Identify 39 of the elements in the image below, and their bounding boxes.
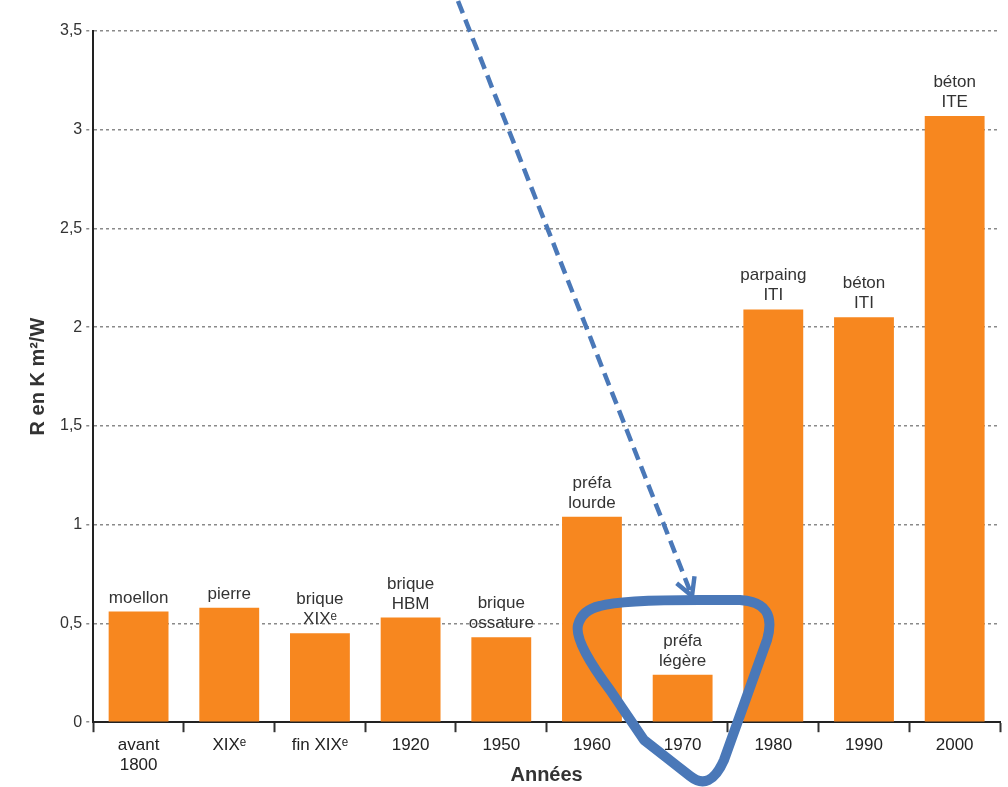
bar xyxy=(108,611,169,722)
bar xyxy=(290,633,350,722)
y-tick-label: 1 xyxy=(73,515,83,533)
x-axis-title: Années xyxy=(510,762,583,785)
annotation: béton ITI xyxy=(842,273,886,313)
x-tick-label: 1950 xyxy=(482,735,521,755)
x-tick-label: 1970 xyxy=(663,735,702,755)
annotation: préfa légère xyxy=(659,630,707,670)
x-tick-label: 2000 xyxy=(935,735,974,755)
y-tick-label: 2,5 xyxy=(59,218,83,236)
x-tick-label: 1980 xyxy=(754,735,793,755)
x-tick-label: 1990 xyxy=(845,735,883,755)
bar xyxy=(380,617,441,722)
bar xyxy=(924,115,985,722)
annotation: brique ossature xyxy=(468,593,534,633)
x-tick-label: 1960 xyxy=(573,735,611,755)
y-axis-title: R en K m²/W xyxy=(25,317,48,436)
bar xyxy=(652,674,713,722)
annotation: parpaing ITI xyxy=(740,265,807,305)
bar xyxy=(743,309,804,722)
x-tick-label: XIXᵉ xyxy=(212,735,247,755)
y-tick-label: 2 xyxy=(73,317,83,335)
annotation: brique XIXᵉ xyxy=(296,589,344,629)
x-tick-label: fin XIXᵉ xyxy=(291,735,349,755)
annotation: béton ITE xyxy=(933,71,976,111)
y-tick-label: 3,5 xyxy=(59,21,83,39)
y-tick-label: 1,5 xyxy=(59,416,83,434)
y-tick-label: 3 xyxy=(73,120,83,138)
x-tick-label: 1920 xyxy=(391,735,430,755)
annotation: préfa lourde xyxy=(568,472,616,512)
y-tick-label: 0,5 xyxy=(59,613,83,631)
bar xyxy=(199,607,260,722)
bar xyxy=(834,317,894,722)
bar xyxy=(471,637,532,722)
annotation: moellon xyxy=(108,587,169,607)
x-tick-label: avant 1800 xyxy=(117,735,160,775)
annotation: brique HBM xyxy=(386,573,435,613)
y-tick-label: 0 xyxy=(73,712,83,730)
annotation: pierre xyxy=(207,583,251,603)
